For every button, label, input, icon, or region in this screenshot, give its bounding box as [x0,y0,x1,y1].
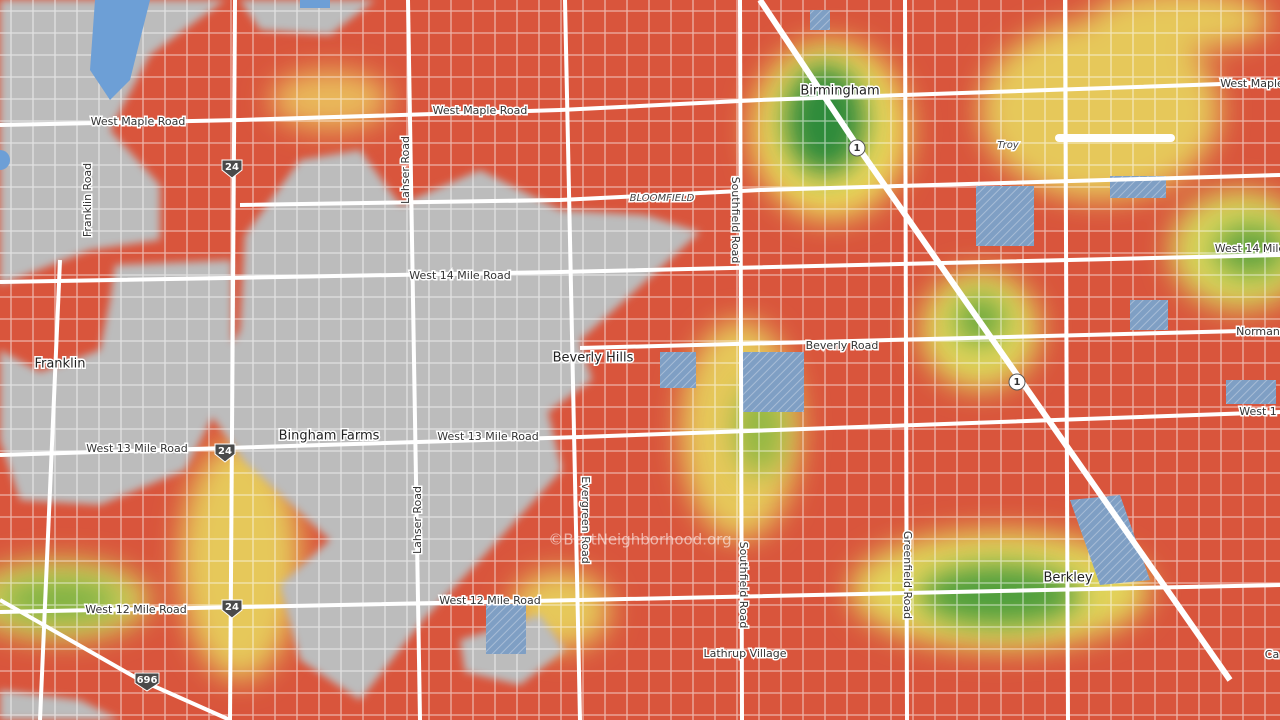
shield-number: 1 [854,143,861,154]
shield-number: 24 [218,446,232,457]
place-label: BLOOMFIELD [630,193,695,204]
route-shield: 1 [1008,373,1026,391]
road-label: West Maple Road [433,104,528,117]
route-shield: 24 [221,599,243,619]
watermark: ©BestNeighborhood.org [548,531,731,549]
road-label: Franklin Road [81,163,94,237]
place-label: Franklin [34,357,85,372]
road-label: Lahser Road [399,136,412,204]
road-label: West Maple [1220,77,1280,90]
shield-number: 24 [225,602,239,613]
road-label: West Maple Road [91,115,186,128]
shield-number: 1 [1014,377,1021,388]
place-label: Birmingham [800,84,879,99]
road-label: Southfield Road [729,177,742,264]
road-label: West 14 Mile [1215,242,1280,255]
road-label: West 1 [1239,405,1277,418]
road-label: Beverly Road [806,339,879,352]
road-label: West 13 Mile Road [437,430,539,443]
labels: West Maple Road West Maple Road West Map… [33,76,1280,663]
road-label: Greenfield Road [901,531,914,619]
route-shield: 1 [848,139,866,157]
route-shield: 24 [221,159,243,179]
shield-number: 24 [225,162,239,173]
road-label: Ca [1265,648,1279,661]
place-label: Bingham Farms [279,429,380,444]
place-label: Berkley [1043,571,1092,586]
road-label: West 12 Mile Road [439,594,541,607]
road-label: Evergreen Road [579,476,592,563]
place-label: Lathrup Village [703,647,786,660]
road-label: Lahser Road [411,486,424,554]
shield-number: 696 [137,675,158,686]
place-label: Troy [997,140,1020,151]
place-label: Beverly Hills [553,351,634,366]
road-label: West 12 Mile Road [85,603,187,616]
road-label: Southfield Road [737,542,750,629]
road-label: West 14 Mile Road [409,269,511,282]
road-label: Norman [1236,325,1280,338]
route-shield: 24 [214,443,236,463]
route-shield: 696 [134,672,160,692]
road-label: West 13 Mile Road [86,442,188,455]
shields: 24 24 24 1 1 696 [134,139,1026,692]
